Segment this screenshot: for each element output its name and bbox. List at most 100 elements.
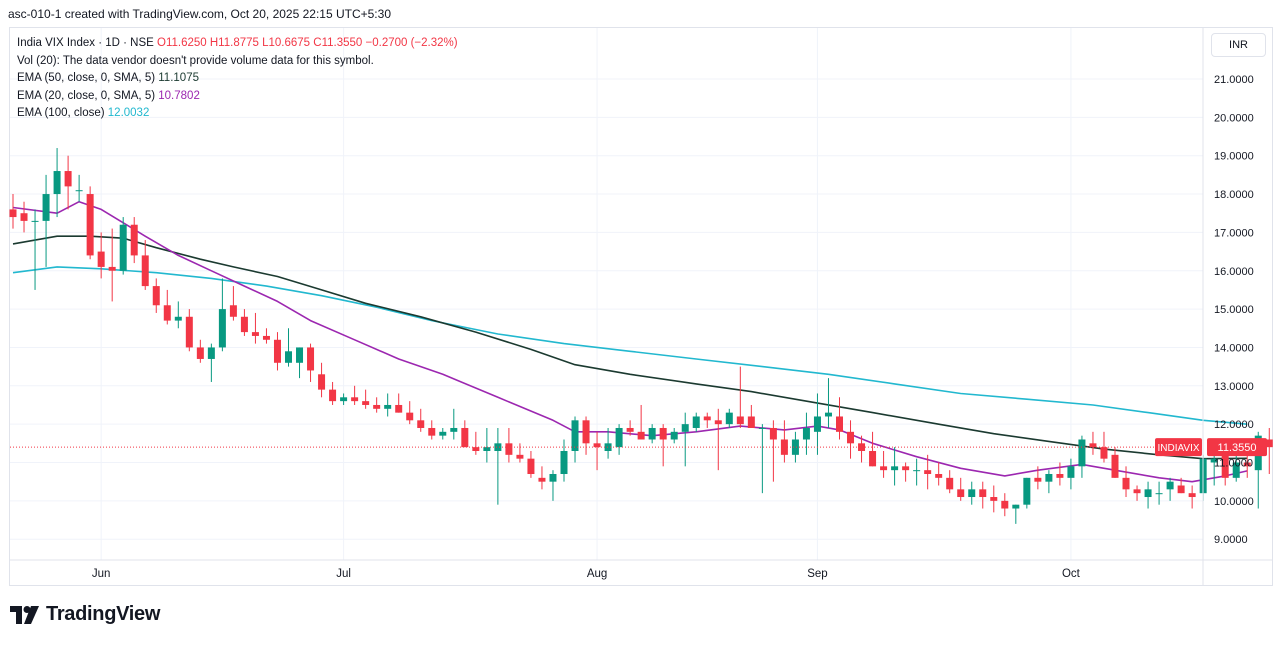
legend-ema50-row[interactable]: EMA (50, close, 0, SMA, 5) 11.1075 [17,70,458,88]
candle[interactable] [935,462,943,486]
candle[interactable] [1111,447,1119,478]
candle[interactable] [152,278,160,313]
candle[interactable] [1155,481,1163,505]
candle[interactable] [340,393,348,405]
candle[interactable] [648,424,656,444]
candle[interactable] [351,385,359,405]
candle[interactable] [130,217,138,264]
ema50-line[interactable] [12,235,1248,460]
candle[interactable] [20,201,28,233]
candle[interactable] [395,393,403,413]
candle[interactable] [824,378,832,428]
candle[interactable] [108,228,116,302]
candle[interactable] [1012,504,1020,524]
candle[interactable] [428,420,436,440]
candle[interactable] [527,450,535,478]
candle[interactable] [1265,427,1273,475]
candle[interactable] [296,347,304,379]
candle[interactable] [703,412,711,428]
candle[interactable] [86,186,94,260]
candle[interactable] [615,424,623,455]
candle[interactable] [791,431,799,463]
candle[interactable] [516,443,524,463]
candle[interactable] [119,217,127,275]
candle[interactable] [979,481,987,509]
candle[interactable] [53,148,61,218]
candle[interactable] [968,481,976,505]
candle[interactable] [240,309,248,336]
candle[interactable] [637,404,645,440]
candle[interactable] [1023,477,1031,509]
candle[interactable] [285,328,292,367]
candle[interactable] [593,431,601,471]
candle[interactable] [196,339,204,363]
candle[interactable] [185,309,193,352]
candle[interactable] [262,328,270,344]
candle[interactable] [560,439,568,482]
candle[interactable] [747,404,755,428]
candle[interactable] [1078,435,1086,478]
currency-selector[interactable]: INR [1211,33,1266,57]
candle[interactable] [913,458,921,486]
candle[interactable] [847,420,855,459]
candle[interactable] [1144,481,1152,509]
candle[interactable] [439,427,447,440]
candle[interactable] [880,450,888,478]
candle[interactable] [307,343,315,382]
candle[interactable] [957,477,965,501]
candle[interactable] [1045,470,1053,494]
candle[interactable] [472,431,480,455]
candle[interactable] [1177,477,1185,494]
candle[interactable] [692,412,700,432]
candle[interactable] [582,416,590,455]
candle[interactable] [758,424,766,494]
candle[interactable] [946,470,954,494]
candle[interactable] [571,416,579,463]
candle[interactable] [31,209,39,290]
candle[interactable] [362,389,370,409]
candle[interactable] [891,447,899,486]
tradingview-logo[interactable]: TradingView [10,603,160,626]
candle[interactable] [450,408,458,440]
candle[interactable] [229,286,237,321]
candle[interactable] [681,412,689,467]
candle[interactable] [42,174,50,267]
candle[interactable] [97,232,105,279]
candle[interactable] [494,427,502,505]
candle[interactable] [141,240,149,290]
candle[interactable] [924,454,932,490]
candle[interactable] [417,408,425,432]
candle[interactable] [64,155,72,210]
candle[interactable] [604,427,612,459]
candle[interactable] [163,289,171,325]
candle[interactable] [670,427,678,444]
candle[interactable] [1067,458,1075,490]
candle[interactable] [461,420,469,448]
candle[interactable] [538,466,546,490]
candle[interactable] [1089,431,1097,455]
candle[interactable] [858,435,866,463]
candle[interactable] [318,362,326,398]
candle[interactable] [218,278,226,352]
ema20-line[interactable] [12,200,1248,483]
candle[interactable] [329,381,337,405]
candle[interactable] [836,397,843,440]
candle[interactable] [174,301,182,329]
candle[interactable] [373,397,381,413]
candle[interactable] [75,174,83,202]
legend-ema20-row[interactable]: EMA (20, close, 0, SMA, 5) 10.7802 [17,88,458,106]
candle[interactable] [1056,462,1064,486]
candle[interactable] [802,412,810,455]
candle[interactable] [406,401,414,425]
candle[interactable] [714,408,722,471]
candle[interactable] [1001,493,1009,517]
candle[interactable] [1034,466,1042,490]
candle[interactable] [1188,485,1196,509]
legend-ema100-row[interactable]: EMA (100, close) 12.0032 [17,105,458,123]
candle[interactable] [725,408,733,428]
candle[interactable] [659,424,667,467]
candle[interactable] [549,470,557,501]
candle[interactable] [769,420,777,482]
candle[interactable] [483,427,491,463]
